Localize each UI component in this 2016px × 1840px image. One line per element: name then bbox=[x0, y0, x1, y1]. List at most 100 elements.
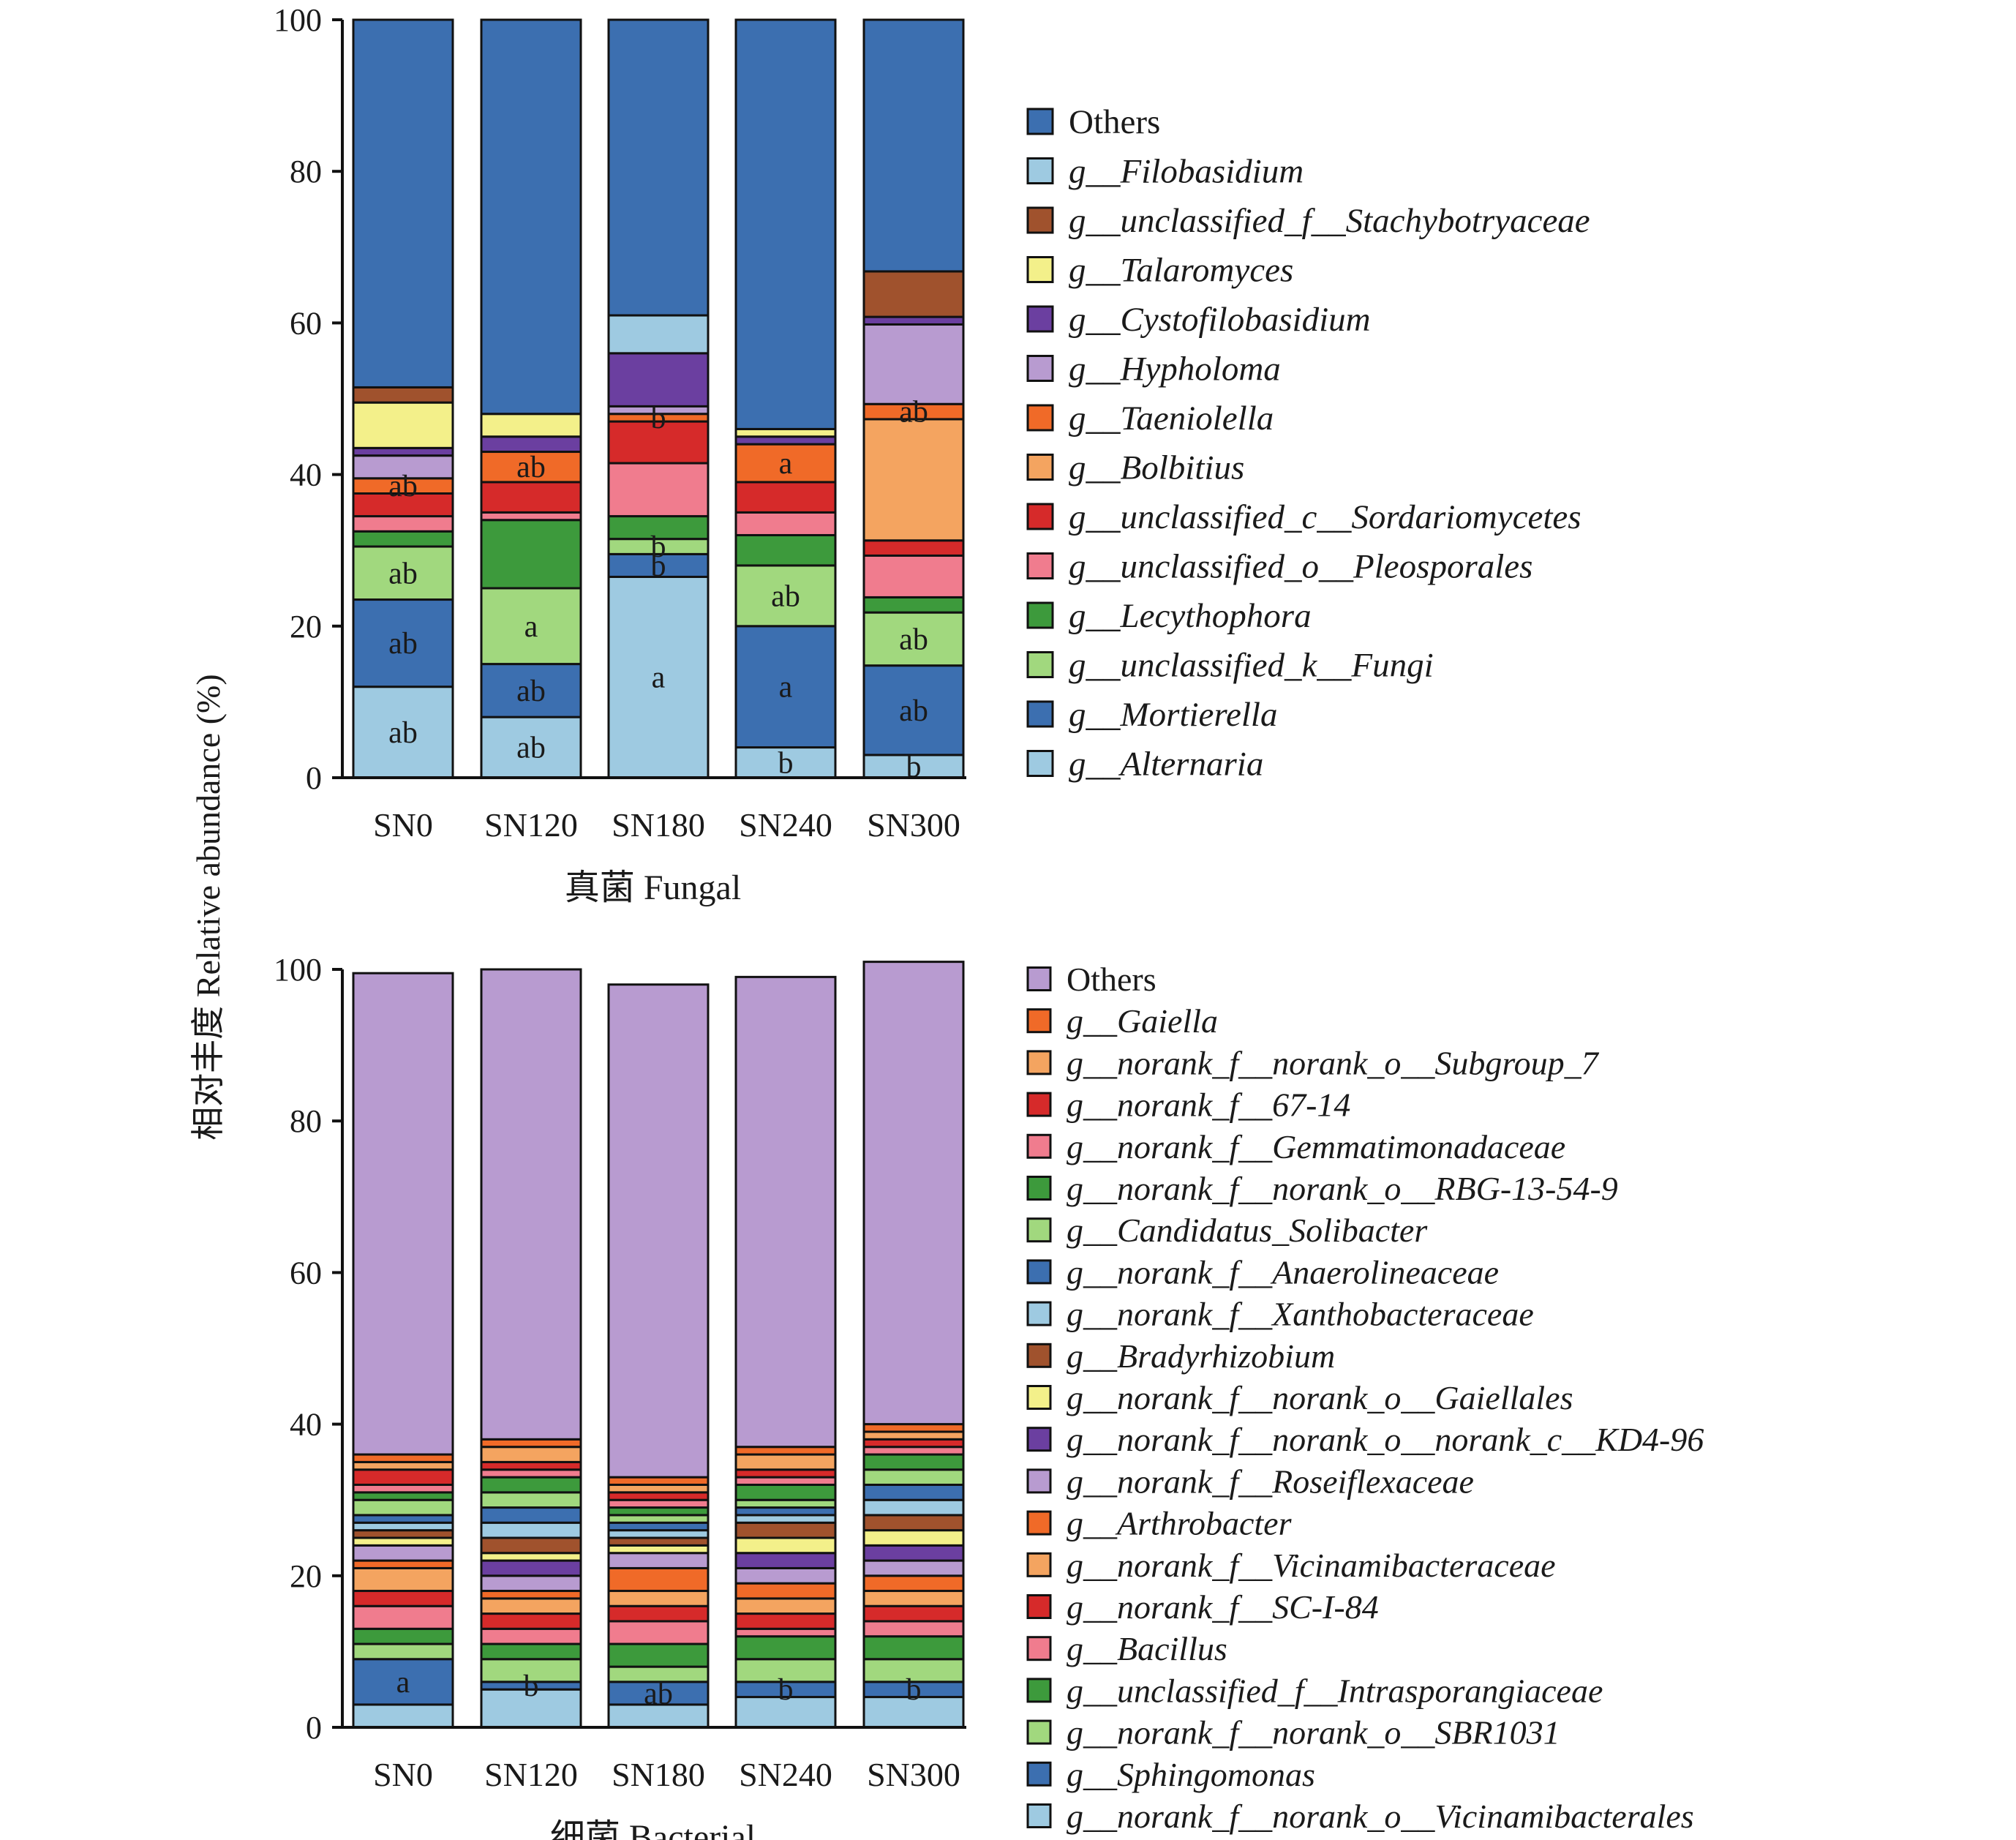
bar-segment-g-norank-f-sc-i-84 bbox=[734, 1612, 837, 1630]
bar-segment-g-norank-f-xanthobacteraceae bbox=[862, 1498, 965, 1517]
bar-segment-g-lecythophora bbox=[480, 519, 582, 590]
legend-label: g__norank_f__norank_o__Gaiellales bbox=[1067, 1379, 1573, 1416]
bar-segment-g-norank-f-anaerolineaceae bbox=[734, 1506, 837, 1517]
bar-segment-g-norank-f-norank-o-subgroup-7 bbox=[352, 1460, 454, 1471]
legend-label: g__norank_f__SC-I-84 bbox=[1067, 1588, 1379, 1626]
bar-segment-others bbox=[862, 961, 965, 1426]
bar-stack-sn0: ab ab ab ab bbox=[352, 18, 454, 779]
bar-segment-g-unclassified-c-sordariomycetes bbox=[607, 420, 710, 465]
legend-label: g__unclassified_k__Fungi bbox=[1069, 647, 1434, 685]
legend-item-g-norank-f-norank-o-rbg-13-54-9: g__norank_f__norank_o__RBG-13-54-9 bbox=[1026, 1170, 1618, 1207]
bar-segment-g-lecythophora bbox=[352, 530, 454, 548]
bar-segment-g-norank-f-norank-o-gaiellales bbox=[734, 1536, 837, 1555]
y-tick-label: 20 bbox=[290, 609, 322, 645]
legend-swatch bbox=[1026, 256, 1054, 283]
bar-segment-g-norank-f-xanthobacteraceae bbox=[607, 1529, 710, 1539]
significance-label: ab bbox=[899, 623, 928, 656]
bar-segment-others bbox=[734, 18, 837, 430]
legend-item-g-norank-f-67-14: g__norank_f__67-14 bbox=[1026, 1086, 1350, 1124]
significance-label: b bbox=[651, 402, 666, 435]
legend-item-g-norank-f-sc-i-84: g__norank_f__SC-I-84 bbox=[1026, 1588, 1379, 1626]
bar-segment-g-norank-f-roseiflexaceae bbox=[480, 1574, 582, 1593]
legend-swatch bbox=[1026, 454, 1054, 481]
bar-segment-g-candidatus-solibacter bbox=[862, 1468, 965, 1486]
y-tick-label: 60 bbox=[290, 305, 322, 341]
legend-item-g-norank-f-norank-o-sbr1031: g__norank_f__norank_o__SBR1031 bbox=[1026, 1714, 1560, 1751]
x-tick-label-sn300: SN300 bbox=[867, 806, 960, 844]
bar-segment-g-norank-f-gemmatimonadaceae bbox=[607, 1498, 710, 1509]
bar-segment-g-norank-f-norank-o-rbg-13-54-9 bbox=[862, 1453, 965, 1471]
legend-item-g-norank-f-norank-o-subgroup-7: g__norank_f__norank_o__Subgroup_7 bbox=[1026, 1044, 1600, 1081]
legend-label: g__norank_f__norank_o__RBG-13-54-9 bbox=[1067, 1170, 1618, 1207]
bar-segment-g-norank-f-roseiflexaceae bbox=[734, 1566, 837, 1585]
legend-label: Others bbox=[1067, 961, 1156, 998]
significance-label: ab bbox=[516, 732, 546, 765]
significance-label: a bbox=[652, 661, 666, 695]
legend-label: g__unclassified_c__Sordariomycetes bbox=[1069, 498, 1581, 536]
bar-segment-g-norank-f-gemmatimonadaceae bbox=[734, 1476, 837, 1486]
legend-label: g__Cystofilobasidium bbox=[1069, 301, 1371, 339]
legend-swatch bbox=[1026, 1385, 1052, 1410]
bar-stack-sn300: b bbox=[862, 961, 965, 1729]
bar-segment-g-arthrobacter bbox=[607, 1566, 710, 1593]
bar-segment-g-unclassified-c-sordariomycetes bbox=[862, 539, 965, 557]
bar-stack-sn240: b bbox=[734, 975, 837, 1729]
bar-segment-g-norank-f-norank-o-subgroup-7 bbox=[607, 1483, 710, 1494]
bar-segment-g-norank-f-vicinamibacteraceae bbox=[607, 1590, 710, 1607]
legend-item-g-hypholoma: g__Hypholoma bbox=[1026, 350, 1281, 388]
x-tick-label-sn180: SN180 bbox=[612, 806, 705, 844]
bar-segment-g-norank-f-norank-o-gaiellales bbox=[480, 1552, 582, 1562]
bar-segment-others bbox=[480, 968, 582, 1441]
y-tick-label: 100 bbox=[274, 952, 322, 988]
bar-segment-g-arthrobacter bbox=[352, 1559, 454, 1569]
bar-segment-g-norank-f-gemmatimonadaceae bbox=[480, 1468, 582, 1479]
legend-item-g-bolbitius: g__Bolbitius bbox=[1026, 449, 1244, 487]
bar-stack-sn300: b ab ab ab bbox=[862, 18, 965, 784]
bar-segment-g-norank-f-67-14 bbox=[607, 1491, 710, 1501]
legend-label: Others bbox=[1069, 103, 1160, 141]
bar-segment-g-norank-f-sc-i-84 bbox=[862, 1604, 965, 1623]
legend-swatch bbox=[1026, 1427, 1052, 1452]
legend-swatch bbox=[1026, 355, 1054, 382]
legend-swatch bbox=[1026, 1761, 1052, 1787]
bar-segment-g-norank-f-sc-i-84 bbox=[480, 1612, 582, 1630]
bar-segment-g-bacillus bbox=[352, 1604, 454, 1630]
bar-segment-g-norank-f-sc-i-84 bbox=[352, 1590, 454, 1607]
bar-segment-g-norank-f-vicinamibacteraceae bbox=[352, 1566, 454, 1593]
bar-segment-others bbox=[480, 18, 582, 416]
bar-segment-g-taeniolella bbox=[480, 451, 582, 484]
bar-segment-g-unclassified-f-stachybotryaceae bbox=[862, 270, 965, 318]
bar-segment-others bbox=[607, 983, 710, 1479]
panel-title: 真菌 Fungal bbox=[565, 868, 741, 907]
legend-label: g__norank_f__Anaerolineaceae bbox=[1067, 1253, 1499, 1291]
bar-segment-g-norank-f-roseiflexaceae bbox=[862, 1559, 965, 1577]
legend-swatch bbox=[1026, 966, 1052, 991]
legend-label: g__norank_f__67-14 bbox=[1067, 1086, 1350, 1124]
legend-swatch bbox=[1026, 1008, 1052, 1034]
legend-swatch bbox=[1026, 1301, 1052, 1326]
bar-segment-g-cystofilobasidium bbox=[607, 352, 710, 408]
legend-label: g__norank_f__Roseiflexaceae bbox=[1067, 1462, 1474, 1500]
legend-item-g-lecythophora: g__Lecythophora bbox=[1026, 597, 1312, 635]
legend-swatch bbox=[1026, 1719, 1052, 1745]
legend-item-others: Others bbox=[1026, 103, 1160, 141]
legend-item-g-norank-f-anaerolineaceae: g__norank_f__Anaerolineaceae bbox=[1026, 1253, 1499, 1291]
bar-segment-g-candidatus-solibacter bbox=[607, 1514, 710, 1524]
legend-swatch bbox=[1026, 404, 1054, 432]
legend-item-g-norank-f-gemmatimonadaceae: g__norank_f__Gemmatimonadaceae bbox=[1026, 1128, 1565, 1165]
legend-label: g__Bradyrhizobium bbox=[1067, 1337, 1335, 1375]
bar-segment-g-unclassified-o-pleosporales bbox=[352, 515, 454, 533]
legend-swatch bbox=[1026, 108, 1054, 135]
legend-item-g-norank-f-norank-o-vicinamibacterales: g__norank_f__norank_o__Vicinamibacterale… bbox=[1026, 1798, 1694, 1835]
bar-segment-g-lecythophora bbox=[734, 533, 837, 567]
bar-segment-g-talaromyces bbox=[352, 401, 454, 449]
y-tick-label: 40 bbox=[290, 1407, 322, 1443]
legend-item-g-norank-f-norank-o-gaiellales: g__norank_f__norank_o__Gaiellales bbox=[1026, 1379, 1573, 1416]
legend-label: g__Filobasidium bbox=[1069, 153, 1304, 191]
bar-segment-g-bacillus bbox=[734, 1627, 837, 1638]
bar-segment-g-bacillus bbox=[862, 1620, 965, 1638]
bar-segment-g-unclassified-f-stachybotryaceae bbox=[352, 386, 454, 404]
legend-swatch bbox=[1026, 1217, 1052, 1243]
legend-item-g-gaiella: g__Gaiella bbox=[1026, 1002, 1218, 1040]
